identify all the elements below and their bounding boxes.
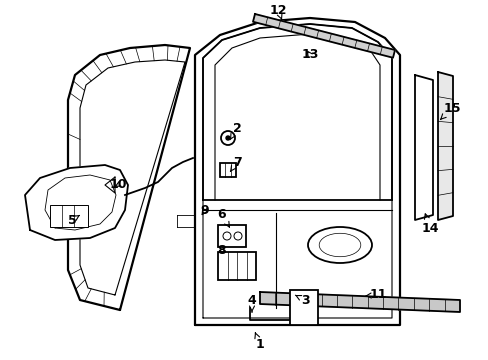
Text: 7: 7: [230, 156, 241, 171]
Bar: [289, 290, 317, 325]
Ellipse shape: [319, 233, 360, 257]
Text: 4: 4: [247, 293, 256, 312]
Polygon shape: [105, 177, 115, 193]
Ellipse shape: [307, 227, 371, 263]
Text: 1: 1: [254, 333, 264, 351]
Bar: [50, 205, 88, 227]
Polygon shape: [252, 14, 394, 58]
Text: 13: 13: [301, 49, 318, 62]
Text: 3: 3: [295, 293, 309, 306]
Text: 6: 6: [217, 208, 229, 227]
Text: 11: 11: [366, 288, 386, 302]
Text: 15: 15: [440, 102, 460, 120]
Polygon shape: [437, 72, 452, 220]
Polygon shape: [195, 18, 399, 325]
Text: 12: 12: [269, 4, 286, 19]
Text: 14: 14: [420, 214, 438, 234]
Bar: [218, 252, 256, 280]
Text: 8: 8: [217, 243, 226, 256]
Text: 2: 2: [230, 122, 241, 140]
Text: 5: 5: [67, 213, 79, 226]
Bar: [218, 225, 245, 247]
Circle shape: [225, 136, 229, 140]
Text: 9: 9: [200, 203, 209, 216]
Polygon shape: [25, 165, 128, 240]
Bar: [220, 163, 236, 177]
Polygon shape: [260, 292, 459, 312]
Polygon shape: [414, 75, 432, 220]
Text: 10: 10: [109, 179, 126, 192]
